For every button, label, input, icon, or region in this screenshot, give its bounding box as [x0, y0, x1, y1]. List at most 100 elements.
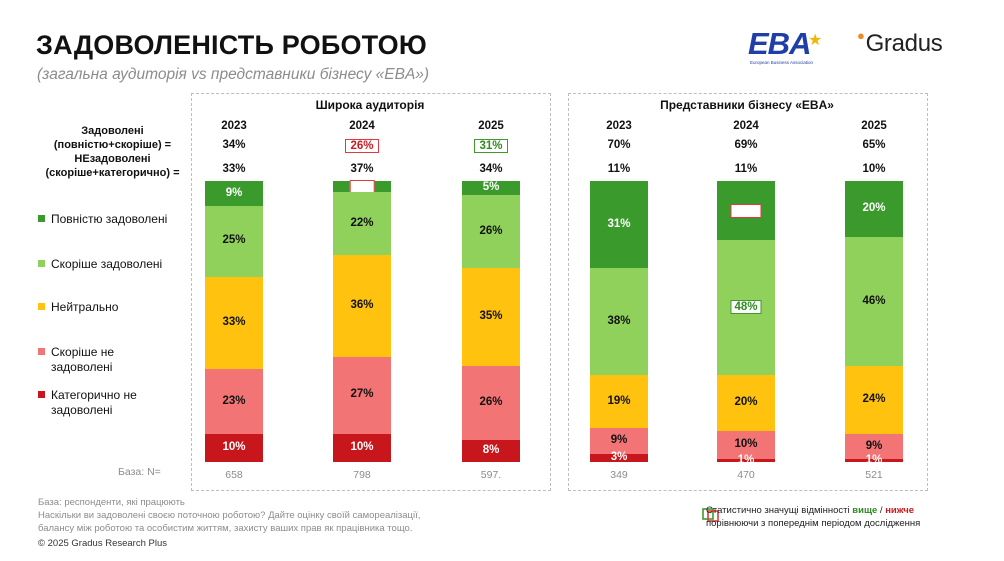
legend-swatch	[38, 215, 45, 223]
panel-general-audience	[191, 93, 551, 491]
sig-legend-text2: порівнюючи з попереднім періодом дослідж…	[706, 518, 921, 529]
bar-value-label: 31%	[607, 217, 631, 230]
bar-value-label: 46%	[862, 294, 886, 307]
page-subtitle: (загальна аудиторія vs представники бізн…	[37, 66, 430, 83]
bar-segment	[590, 181, 648, 269]
base-n-value: 597.	[480, 469, 502, 481]
dissatisfied-value: 33%	[222, 163, 246, 175]
legend-item: Категорично не задоволені	[38, 388, 178, 418]
gradus-dot-icon: ●	[857, 28, 865, 43]
bar-value-label: 10%	[350, 440, 374, 453]
dissatisfied-value: 11%	[734, 163, 758, 175]
legend-label: Повністю задоволені	[51, 212, 168, 226]
bar-segment	[333, 192, 391, 255]
bar-segment	[845, 181, 903, 238]
bar-value-label: 9%	[225, 186, 243, 199]
bar-segment	[590, 374, 648, 429]
legend-item: Скоріше задоволені	[38, 257, 178, 272]
bar-segment	[590, 428, 648, 454]
footnote-question-1: Наскільки ви задоволені своєю поточною р…	[38, 510, 421, 521]
eba-star-icon: ★	[808, 32, 823, 49]
bar-value-label: 26%	[479, 224, 503, 237]
bar-value-label: 9%	[610, 433, 628, 446]
bar-segment	[333, 433, 391, 462]
bar-value-label: 3%	[610, 450, 628, 463]
year-label: 2025	[861, 120, 887, 132]
gradus-logo-text: Gradus	[865, 30, 943, 57]
significance-legend: Статистично значущі відмінності вище / н…	[706, 504, 920, 530]
year-label: 2025	[478, 120, 504, 132]
bar-segment	[205, 181, 263, 207]
year-label: 2024	[733, 120, 759, 132]
sig-legend-text1: Статистично значущі відмінності	[706, 505, 850, 516]
base-n-value: 658	[225, 469, 243, 481]
base-n-value: 470	[737, 469, 755, 481]
panel-eba-business	[568, 93, 928, 491]
bar-segment	[717, 431, 775, 460]
bar-value-label: 24%	[862, 393, 886, 406]
legend-item: Нейтрально	[38, 300, 178, 315]
dissatisfied-value: 34%	[479, 163, 503, 175]
legend-item: Скоріше не задоволені	[38, 345, 178, 375]
year-label: 2023	[606, 120, 632, 132]
bar-segment	[845, 459, 903, 462]
bar-value-label: 1%	[737, 453, 755, 466]
bar-value-label: 10%	[222, 440, 246, 453]
bar-segment	[590, 453, 648, 462]
satisfied-value: 26%	[345, 139, 379, 153]
row-label-satisfied: Задоволені (повністю+скоріше) =	[53, 125, 172, 151]
base-n-value: 349	[610, 469, 628, 481]
legend-swatch	[38, 303, 45, 311]
legend-label: Скоріше задоволені	[51, 257, 163, 271]
dissatisfied-value: 10%	[862, 163, 886, 175]
bar-segment	[462, 366, 520, 440]
gradus-logo: ●Gradus	[857, 28, 943, 58]
bar-segment	[462, 268, 520, 367]
bar-value-label: 33%	[222, 315, 246, 328]
bar-segment	[462, 195, 520, 269]
bar-segment	[205, 369, 263, 434]
bar-segment	[845, 237, 903, 367]
eba-logo-subtext: European Business Association	[750, 60, 814, 65]
bar-segment	[205, 276, 263, 370]
panel-title: Представники бізнесу «EBA»	[660, 98, 834, 112]
significance-icon	[702, 508, 719, 522]
satisfied-value: 31%	[474, 139, 508, 153]
bar-segment	[462, 439, 520, 462]
panel-title: Широка аудиторія	[315, 98, 425, 112]
bar-segment	[205, 206, 263, 277]
base-label: База: N=	[118, 466, 161, 478]
bar-value-label: 21%	[730, 203, 762, 218]
bar-value-label: 26%	[479, 395, 503, 408]
bar-value-label: 19%	[607, 394, 631, 407]
legend-label: Нейтрально	[51, 300, 119, 314]
bar-value-label: 23%	[222, 394, 246, 407]
bar-segment	[590, 268, 648, 375]
bar-value-label: 5%	[482, 181, 500, 194]
bar-value-label: 35%	[479, 310, 503, 323]
bar-segment	[845, 366, 903, 434]
satisfied-value: 34%	[222, 139, 246, 151]
satisfied-value: 70%	[607, 139, 631, 151]
sig-legend-higher: вище	[852, 505, 878, 516]
bar-value-label: 38%	[607, 314, 631, 327]
footnote-base: База: респонденти, які працюють	[38, 497, 185, 508]
satisfied-value: 65%	[862, 139, 886, 151]
copyright: © 2025 Gradus Research Plus	[38, 538, 167, 549]
year-label: 2023	[221, 120, 247, 132]
sig-legend-lower: нижче	[885, 505, 915, 516]
bar-value-label: 9%	[865, 439, 883, 452]
legend-swatch	[38, 391, 45, 399]
legend-item: Повністю задоволені	[38, 212, 178, 227]
dissatisfied-value: 11%	[607, 163, 631, 175]
year-label: 2024	[349, 120, 375, 132]
bar-value-label: 48%	[730, 300, 762, 315]
bar-value-label: 20%	[734, 395, 758, 408]
legend-label: Категорично не задоволені	[51, 388, 137, 417]
page-title: ЗАДОВОЛЕНІСТЬ РОБОТОЮ	[36, 30, 427, 60]
row-label-dissatisfied: НЕзадоволені (скоріше+категорично) =	[45, 153, 180, 179]
legend-swatch	[38, 260, 45, 268]
eba-logo-text: EBA	[748, 26, 811, 61]
base-n-value: 521	[865, 469, 883, 481]
bar-value-label: 8%	[482, 443, 500, 456]
